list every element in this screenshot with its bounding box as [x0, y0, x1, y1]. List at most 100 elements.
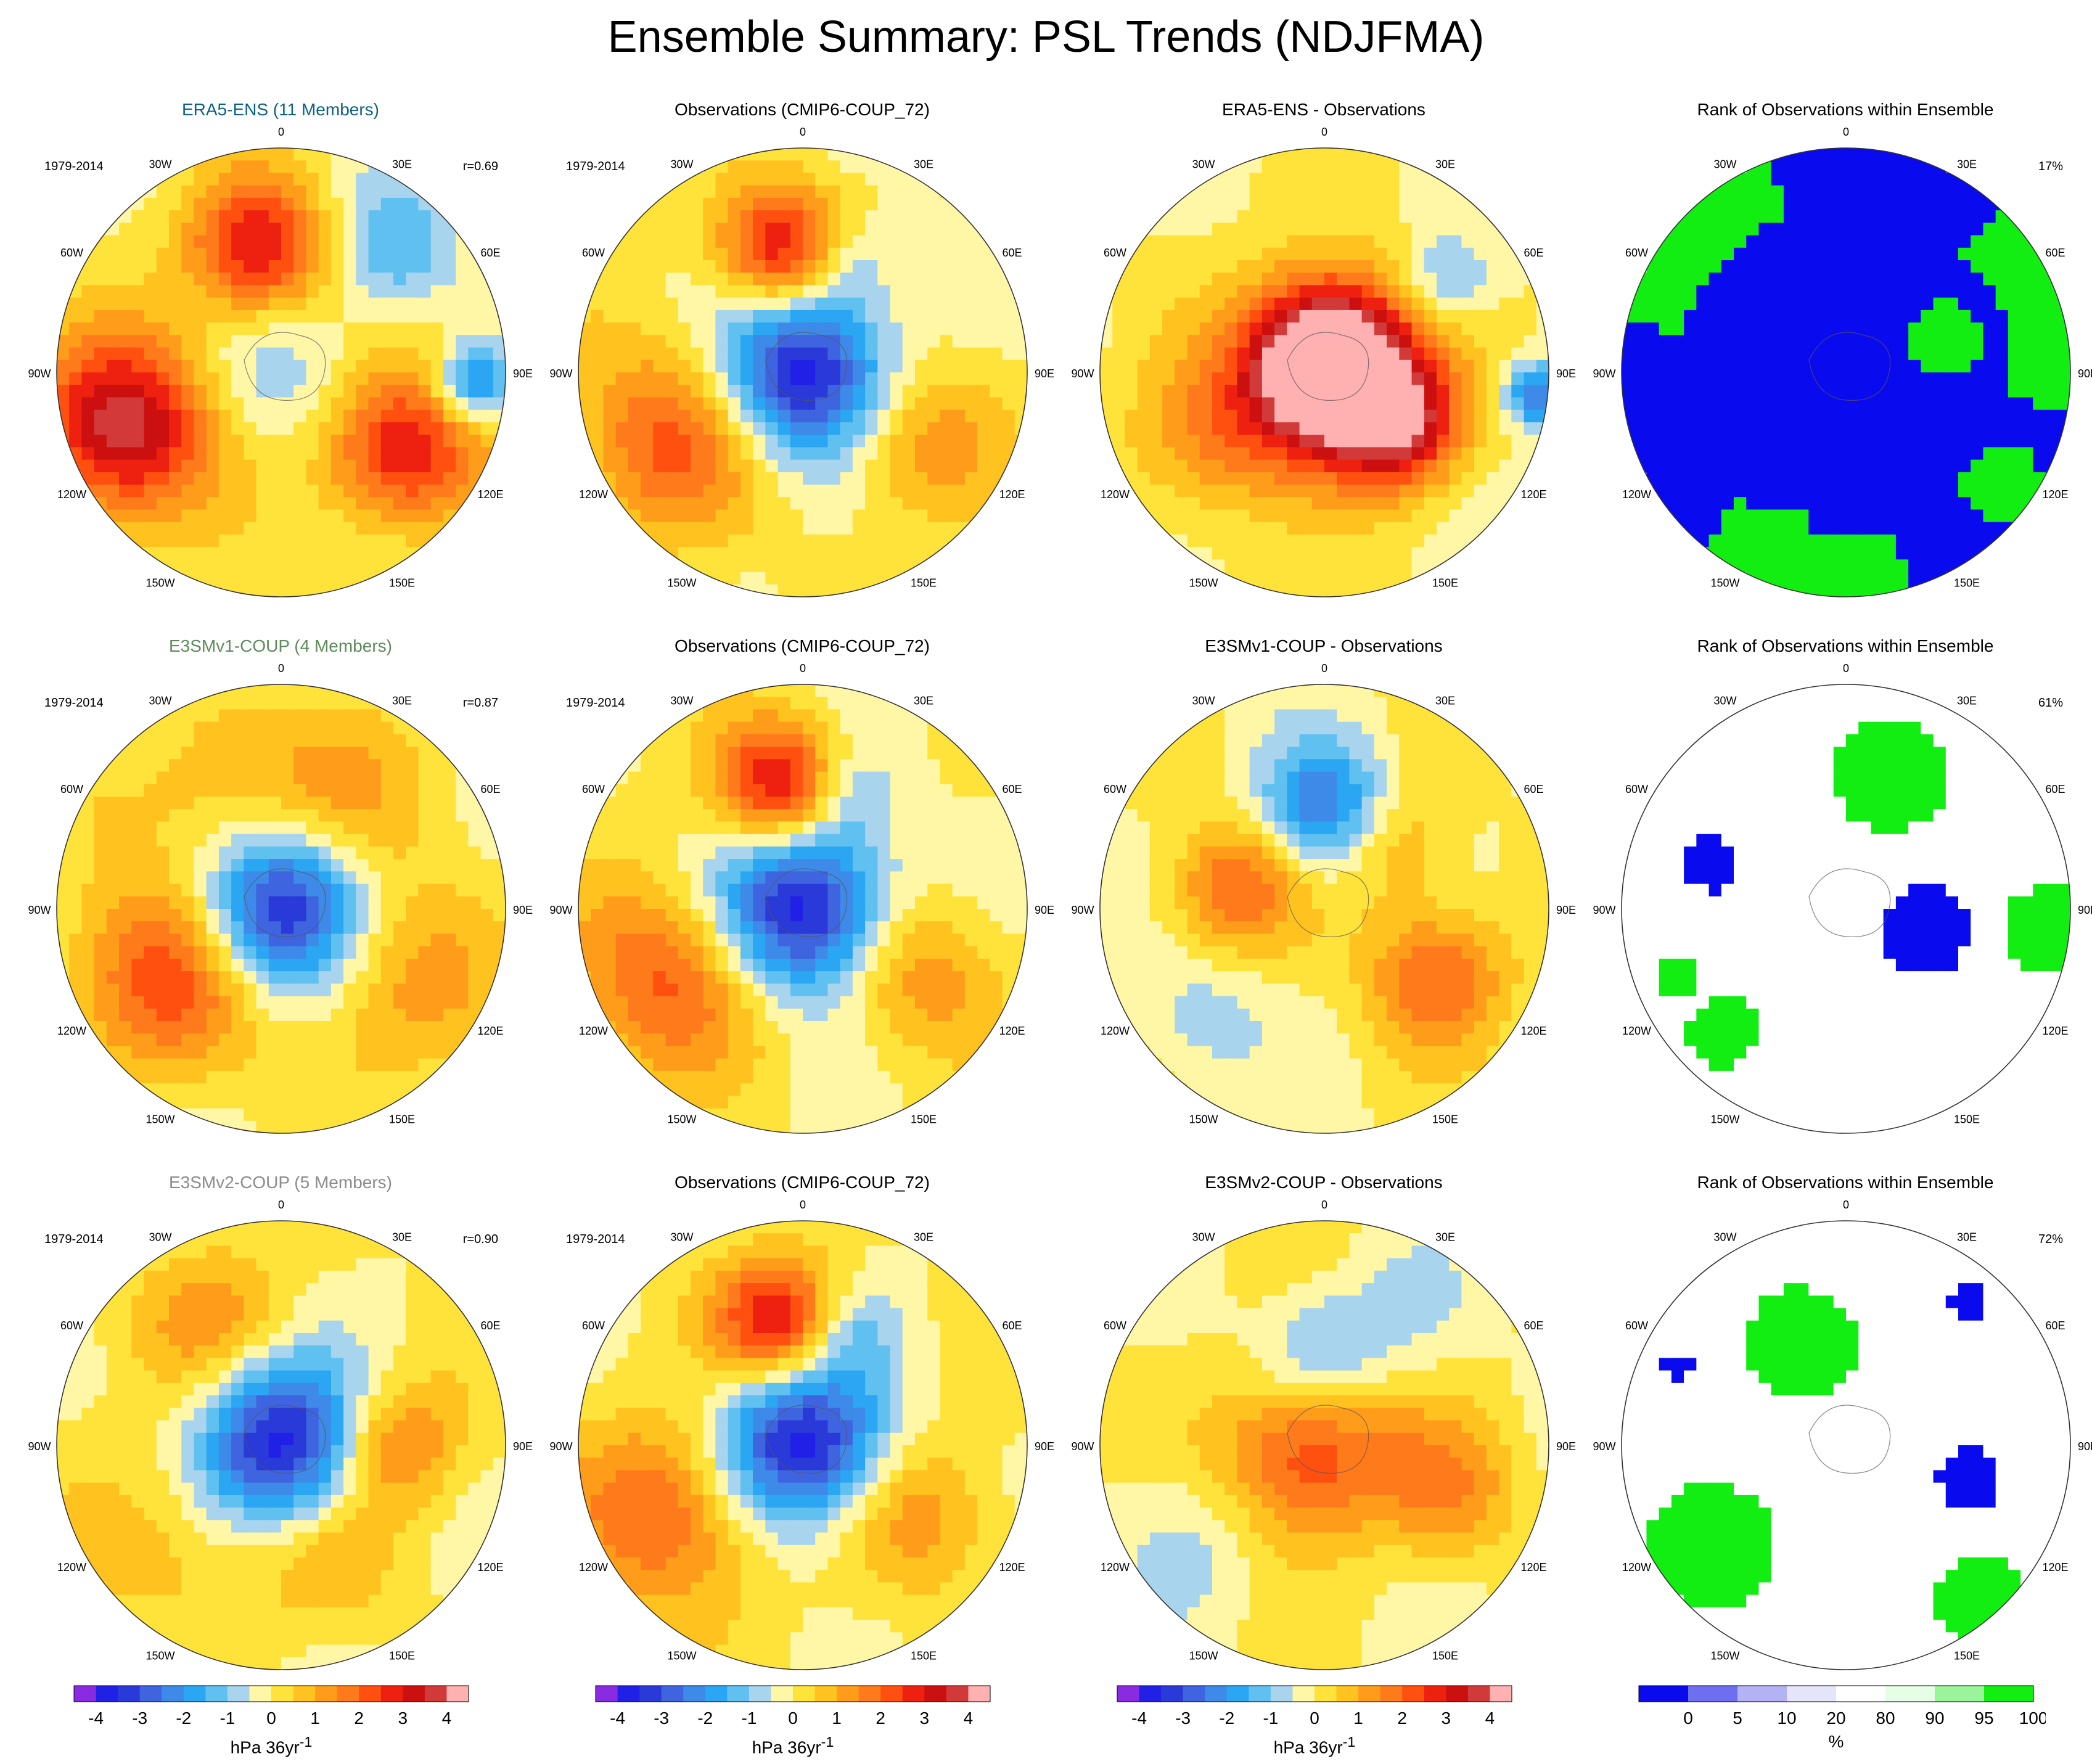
grid-cell	[915, 472, 929, 485]
grid-cell	[306, 1096, 319, 1109]
grid-cell	[790, 435, 803, 448]
grid-cell	[2057, 322, 2070, 336]
grid-cell	[330, 310, 344, 323]
grid-cell	[1261, 459, 1275, 473]
grid-cell	[119, 996, 133, 1009]
grid-cell	[1224, 435, 1238, 448]
grid-cell	[106, 834, 120, 847]
grid-cell	[268, 472, 282, 485]
grid-cell	[740, 485, 753, 498]
grid-cell	[318, 485, 332, 498]
grid-cell	[1224, 347, 1238, 361]
grid-cell	[1746, 485, 1760, 498]
grid-cell	[244, 1046, 257, 1059]
grid-cell	[1783, 359, 1797, 373]
grid-cell	[1311, 559, 1325, 573]
grid-cell	[1411, 522, 1425, 535]
grid-cell	[293, 148, 307, 162]
grid-cell	[1324, 185, 1338, 199]
grid-cell	[69, 397, 83, 411]
grid-cell	[1324, 572, 1338, 585]
grid-cell	[1237, 485, 1250, 498]
grid-cell	[1758, 472, 1772, 485]
grid-cell	[1337, 572, 1350, 585]
longitude-label: 150W	[667, 577, 696, 589]
grid-cell	[131, 235, 145, 248]
grid-cell	[1112, 285, 1126, 298]
grid-cell	[703, 385, 716, 398]
grid-cell	[293, 547, 307, 560]
grid-cell	[1449, 297, 1462, 311]
grid-cell	[380, 372, 394, 386]
grid-cell	[753, 422, 766, 435]
grid-cell	[852, 435, 866, 448]
grid-cell	[1833, 409, 1847, 423]
grid-cell	[1771, 422, 1784, 435]
grid-cell	[1387, 534, 1400, 548]
grid-cell	[1187, 210, 1200, 224]
grid-cell	[131, 522, 145, 535]
grid-cell	[194, 285, 207, 298]
grid-cell	[231, 946, 245, 959]
grid-cell	[815, 534, 829, 548]
grid-cell	[2008, 347, 2021, 361]
grid-cell	[256, 921, 269, 935]
grid-cell	[603, 322, 617, 336]
grid-cell	[231, 497, 245, 511]
grid-cell	[1311, 385, 1325, 398]
grid-cell	[1237, 385, 1250, 398]
grid-cell	[790, 559, 803, 573]
grid-cell	[1783, 422, 1797, 435]
grid-cell	[430, 359, 444, 373]
grid-cell	[1821, 185, 1834, 199]
grid-cell	[281, 797, 295, 810]
grid-cell	[106, 497, 120, 511]
grid-cell	[356, 160, 369, 174]
grid-cell	[1349, 435, 1363, 448]
grid-cell	[106, 983, 120, 997]
grid-cell	[1149, 372, 1163, 386]
grid-cell	[1846, 509, 1860, 523]
grid-cell	[2045, 347, 2059, 361]
grid-cell	[902, 547, 916, 560]
grid-cell	[1424, 297, 1437, 311]
grid-cell	[1499, 409, 1512, 423]
grid-cell	[1833, 160, 1847, 174]
grid-cell	[777, 522, 791, 535]
grid-cell	[1461, 409, 1475, 423]
grid-cell	[603, 310, 617, 323]
grid-cell	[1311, 534, 1325, 548]
grid-cell	[1746, 322, 1760, 336]
grid-cell	[653, 497, 667, 511]
grid-cell	[852, 485, 866, 498]
grid-cell	[1883, 297, 1897, 311]
grid-cell	[1746, 285, 1760, 298]
grid-cell	[1125, 310, 1138, 323]
grid-cell	[1995, 273, 2009, 286]
grid-cell	[206, 235, 219, 248]
grid-cell	[2008, 497, 2021, 511]
grid-cell	[181, 771, 195, 785]
grid-cell	[244, 347, 257, 361]
grid-cell	[1249, 485, 1263, 498]
grid-cell	[368, 223, 382, 236]
grid-cell	[393, 435, 407, 448]
grid-cell	[1474, 223, 1487, 236]
grid-cell	[740, 409, 753, 423]
grid-cell	[119, 297, 133, 311]
grid-cell	[318, 547, 332, 560]
grid-cell	[181, 1058, 195, 1072]
grid-cell	[902, 422, 916, 435]
grid-cell	[2008, 397, 2021, 411]
grid-cell	[218, 747, 232, 760]
grid-cell	[1437, 497, 1450, 511]
grid-cell	[578, 372, 592, 386]
grid-cell	[678, 435, 691, 448]
grid-cell	[1796, 547, 1810, 560]
grid-cell	[1461, 435, 1475, 448]
grid-cell	[1299, 522, 1313, 535]
grid-cell	[1237, 447, 1250, 461]
grid-cell	[1212, 497, 1226, 511]
grid-cell	[1746, 534, 1760, 548]
grid-cell	[1112, 372, 1126, 386]
